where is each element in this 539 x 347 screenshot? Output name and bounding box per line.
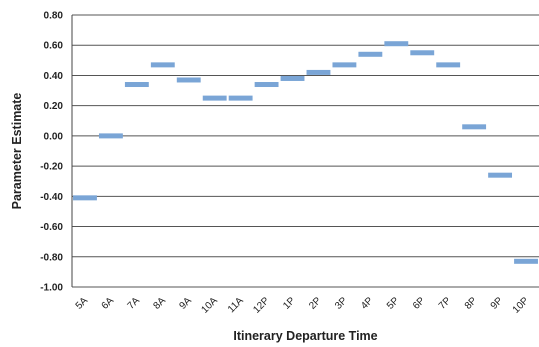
x-tick-label: 7P bbox=[437, 295, 454, 312]
y-tick-label: -0.20 bbox=[40, 162, 63, 173]
data-markers bbox=[73, 41, 538, 264]
x-axis-title: Itinerary Departure Time bbox=[233, 329, 377, 343]
x-tick-label: 6P bbox=[411, 295, 428, 312]
data-marker-4P bbox=[358, 51, 383, 57]
data-marker-5P bbox=[384, 41, 409, 47]
x-tick-label: 9A bbox=[177, 295, 194, 312]
data-marker-2P bbox=[306, 69, 331, 75]
data-marker-7A bbox=[124, 82, 149, 88]
x-tick-label: 5P bbox=[385, 295, 402, 312]
x-tick-labels: 5A 6A 7A 8A 9A 10A 11A 12P 1P 2P 3P 4P 5P 6P 7P 8P 9P 10P bbox=[74, 295, 532, 316]
x-tick-label: 9P bbox=[489, 295, 506, 312]
data-marker-6P bbox=[410, 50, 435, 56]
data-marker-8A bbox=[150, 62, 175, 68]
x-tick-label: 8A bbox=[151, 295, 168, 312]
x-tick-label: 6A bbox=[100, 295, 117, 312]
data-marker-12P bbox=[254, 82, 279, 88]
data-marker-9P bbox=[488, 172, 513, 178]
data-marker-5A bbox=[73, 195, 97, 201]
y-tick-label: 0.20 bbox=[44, 101, 64, 112]
x-tick-label: 10A bbox=[199, 295, 220, 316]
x-tick-label: 3P bbox=[333, 295, 350, 312]
data-marker-1P bbox=[280, 75, 305, 81]
data-marker-7P bbox=[436, 62, 461, 68]
x-tick-label: 8P bbox=[463, 295, 480, 312]
x-tick-label: 2P bbox=[307, 295, 324, 312]
gridlines bbox=[71, 14, 539, 288]
y-tick-label: -0.60 bbox=[40, 222, 63, 233]
x-tick-label: 1P bbox=[281, 295, 298, 312]
y-tick-label: -1.00 bbox=[40, 283, 63, 294]
data-marker-10P bbox=[514, 258, 538, 264]
x-tick-label: 5A bbox=[74, 295, 91, 312]
x-tick-label: 10P bbox=[511, 295, 532, 316]
y-tick-label: 0.60 bbox=[44, 41, 64, 52]
x-tick-label: 7A bbox=[126, 295, 143, 312]
y-tick-label: 0.00 bbox=[44, 131, 64, 142]
x-tick-label: 11A bbox=[226, 295, 246, 315]
y-tick-label: -0.80 bbox=[40, 252, 63, 263]
y-tick-label: 0.80 bbox=[44, 11, 64, 22]
data-marker-9A bbox=[176, 77, 201, 83]
x-tick-label: 4P bbox=[359, 295, 376, 312]
data-marker-3P bbox=[332, 62, 357, 68]
x-tick-label: 12P bbox=[251, 295, 272, 316]
y-tick-label: -0.40 bbox=[40, 192, 63, 203]
y-tick-label: 0.40 bbox=[44, 71, 64, 82]
data-marker-6A bbox=[98, 133, 123, 139]
data-marker-8P bbox=[462, 124, 487, 130]
y-tick-labels: 0.80 0.60 0.40 0.20 0.00 -0.20 -0.40 -0.60 -0.80… bbox=[40, 11, 63, 294]
data-marker-10A bbox=[202, 95, 227, 101]
data-marker-11A bbox=[228, 95, 253, 101]
y-axis-title: Parameter Estimate bbox=[10, 93, 24, 210]
